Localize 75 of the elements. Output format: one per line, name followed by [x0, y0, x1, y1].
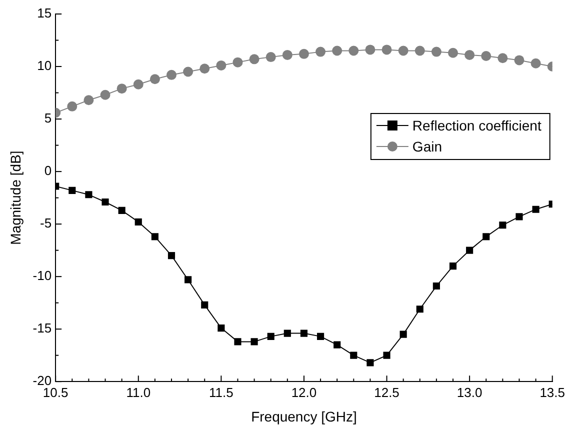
- legend-label: Reflection coefficient: [412, 117, 542, 134]
- point: [516, 213, 523, 220]
- point: [350, 352, 358, 359]
- point: [398, 46, 408, 56]
- x-tick-label: 13.0: [456, 384, 482, 400]
- point: [267, 332, 274, 340]
- point: [249, 54, 260, 64]
- point: [250, 338, 258, 346]
- point: [116, 84, 127, 94]
- y-axis-title: Magnitude [dB]: [7, 150, 24, 245]
- point: [168, 252, 176, 260]
- point: [400, 330, 407, 338]
- point: [284, 330, 291, 337]
- point: [134, 218, 142, 226]
- point: [432, 282, 440, 290]
- point: [300, 330, 308, 337]
- x-tick-label: 11.0: [126, 384, 151, 400]
- point: [218, 324, 225, 332]
- point: [118, 206, 126, 214]
- x-tick-label: 12.0: [291, 384, 317, 400]
- point: [366, 359, 374, 366]
- point: [348, 46, 359, 56]
- point: [84, 95, 94, 106]
- point: [449, 262, 457, 270]
- point: [184, 276, 192, 284]
- y-tick-label: -15: [32, 320, 52, 336]
- point: [530, 58, 541, 68]
- x-tick-label: 12.5: [374, 384, 400, 400]
- y-tick-label: -5: [40, 216, 52, 231]
- point: [151, 233, 158, 240]
- point: [201, 301, 208, 308]
- y-tick-label: 5: [44, 110, 52, 126]
- point: [266, 52, 276, 62]
- y-tick-label: -10: [32, 268, 52, 284]
- point: [334, 341, 341, 348]
- point: [365, 44, 376, 55]
- x-axis-title: Frequency [GHz]: [251, 408, 357, 424]
- point: [332, 46, 342, 56]
- point: [298, 48, 309, 59]
- point: [448, 48, 458, 58]
- point: [316, 46, 326, 57]
- point: [466, 246, 474, 254]
- point: [498, 53, 508, 64]
- point: [150, 74, 160, 84]
- y-tick-label: 10: [37, 58, 52, 74]
- point: [532, 206, 540, 213]
- point: [383, 352, 390, 359]
- point: [85, 191, 92, 198]
- point: [232, 57, 243, 68]
- point: [200, 64, 210, 74]
- point: [382, 44, 392, 55]
- point: [100, 90, 110, 100]
- point: [514, 55, 524, 66]
- y-tick-label: 0: [44, 163, 52, 178]
- point: [499, 222, 506, 229]
- point: [431, 46, 442, 57]
- point: [102, 198, 109, 206]
- point: [183, 66, 194, 77]
- point: [68, 186, 76, 194]
- point: [464, 50, 475, 60]
- point: [282, 50, 292, 60]
- point: [416, 306, 424, 313]
- point: [166, 70, 176, 80]
- point: [133, 79, 144, 90]
- point: [234, 338, 242, 346]
- point: [67, 101, 78, 112]
- legend-label: Gain: [412, 138, 442, 154]
- point: [414, 46, 425, 56]
- point: [216, 60, 226, 70]
- point: [482, 233, 490, 240]
- x-tick-label: 13.5: [540, 384, 566, 400]
- x-tick-label: 11.5: [209, 384, 234, 400]
- point: [316, 332, 324, 340]
- y-tick-label: 15: [37, 6, 52, 21]
- point: [481, 51, 492, 62]
